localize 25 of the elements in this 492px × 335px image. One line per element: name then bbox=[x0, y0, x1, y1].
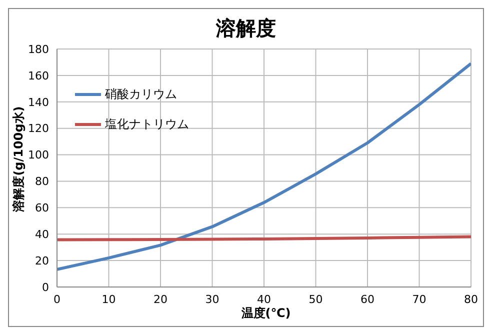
y-tick-label: 80 bbox=[35, 175, 49, 188]
y-tick-label: 60 bbox=[35, 202, 49, 215]
y-tick-label: 120 bbox=[28, 122, 49, 136]
x-tick-label: 60 bbox=[360, 292, 374, 306]
x-tick-label: 30 bbox=[205, 292, 220, 306]
y-tick-label: 140 bbox=[28, 96, 49, 109]
legend-label: 塩化ナトリウム bbox=[105, 116, 189, 133]
x-tick-label: 70 bbox=[412, 292, 426, 306]
y-tick-label: 40 bbox=[35, 228, 49, 242]
legend-label: 硝酸カリウム bbox=[105, 86, 177, 103]
x-axis-title: 温度(℃) bbox=[240, 305, 292, 322]
y-tick-label: 20 bbox=[35, 254, 49, 268]
y-tick-label: 100 bbox=[28, 148, 49, 162]
x-tick-label: 80 bbox=[464, 292, 478, 306]
y-tick-label: 160 bbox=[28, 69, 49, 82]
chart-title: 溶解度 bbox=[214, 15, 277, 42]
x-tick-label: 10 bbox=[102, 292, 116, 306]
x-tick-label: 40 bbox=[257, 292, 271, 306]
x-tick-label: 50 bbox=[308, 292, 323, 306]
y-tick-label: 180 bbox=[28, 42, 49, 56]
x-tick-label: 20 bbox=[154, 292, 168, 306]
x-tick-label: 0 bbox=[54, 292, 60, 306]
line-series bbox=[57, 62, 471, 271]
y-tick-label: 0 bbox=[42, 280, 49, 294]
y-axis-title: 溶解度(g/100g水) bbox=[10, 106, 26, 212]
